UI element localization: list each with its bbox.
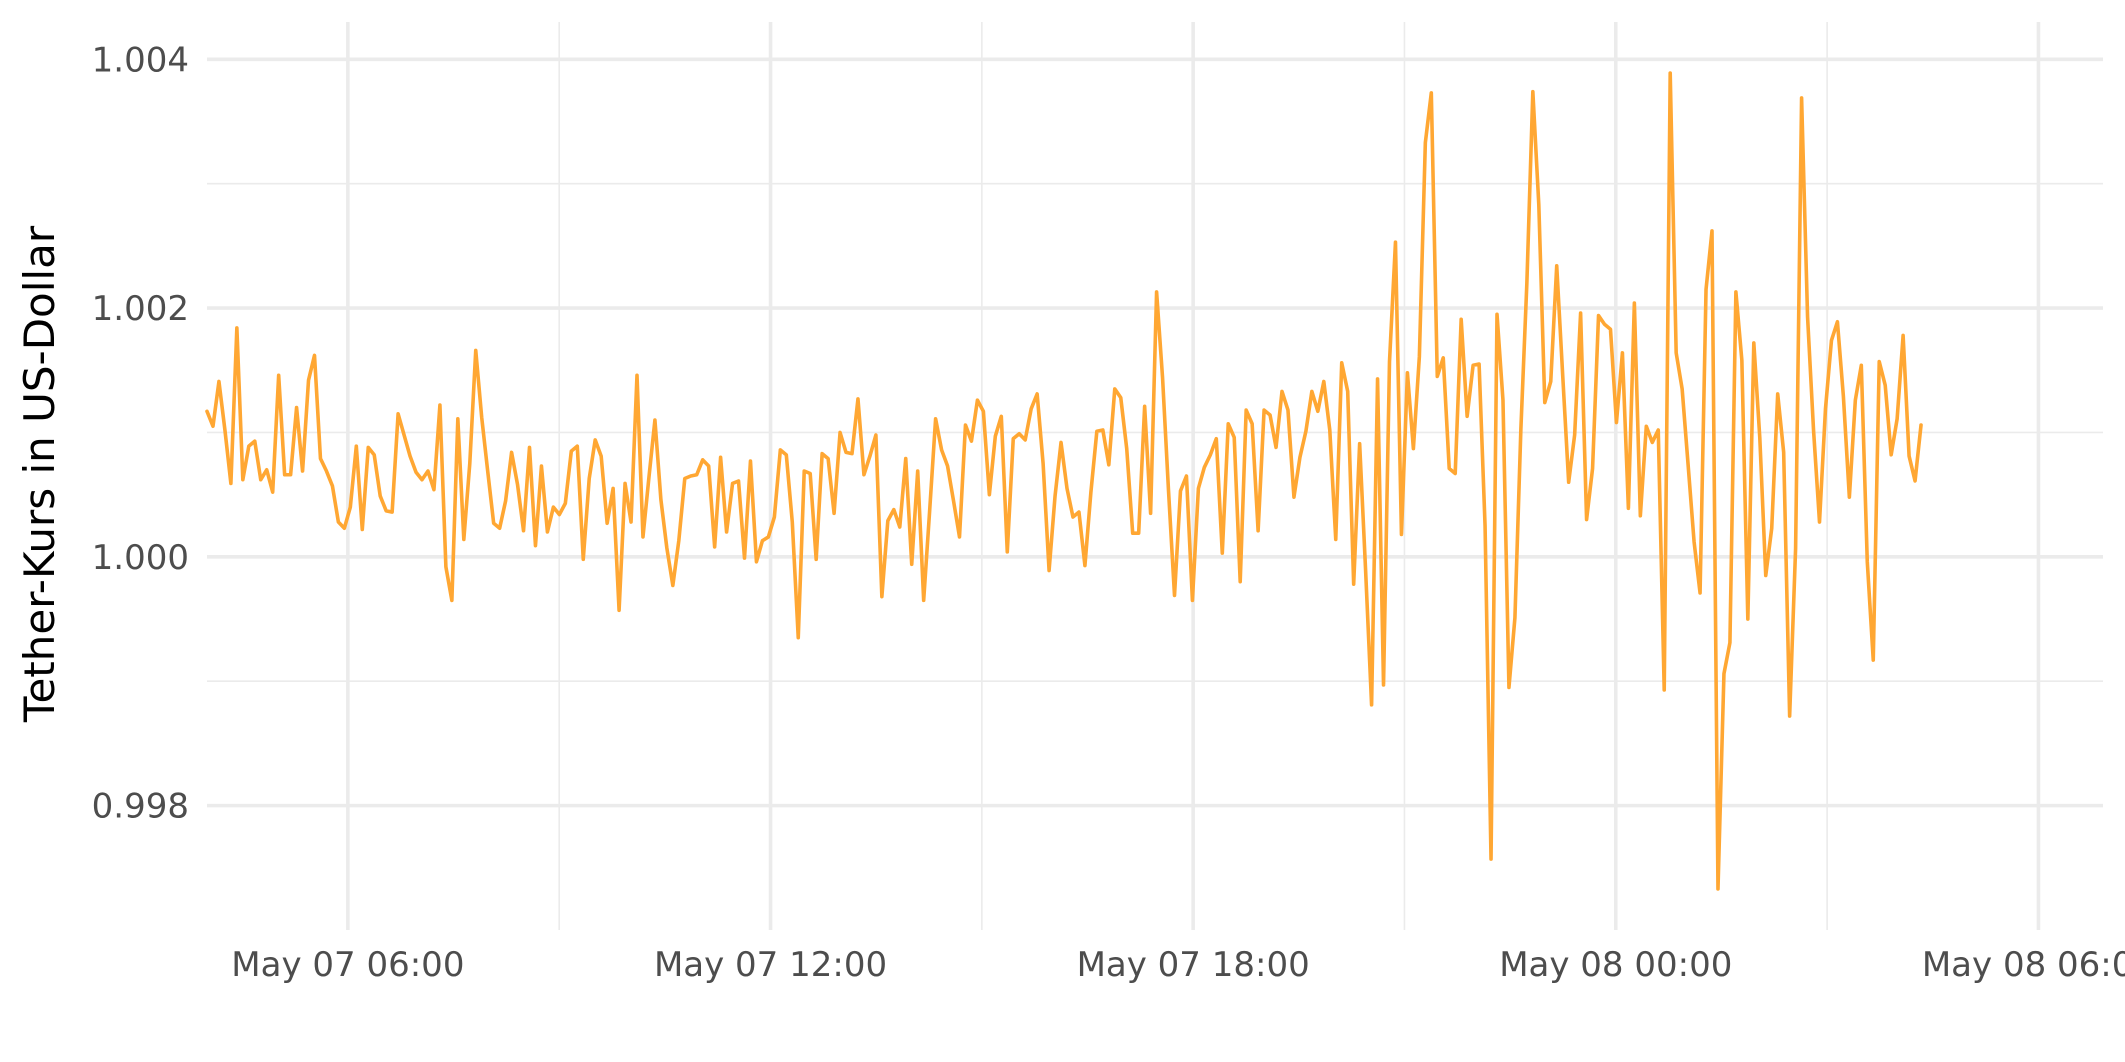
- x-tick-labels: May 07 06:00 May 07 12:00 May 07 18:00 May …: [231, 945, 2125, 985]
- x-tick-label: May 07 12:00: [654, 945, 887, 985]
- x-tick-label: May 07 06:00: [231, 945, 464, 985]
- y-tick-labels: 0.998 1.000 1.002 1.004: [92, 40, 189, 826]
- series-line-0: [205, 71, 1923, 891]
- y-axis-title: Tether-Kurs in US-Dollar: [15, 225, 64, 723]
- y-tick-label: 1.000: [92, 538, 189, 578]
- x-tick-label: May 08 00:00: [1499, 945, 1732, 985]
- x-tick-label: May 07 18:00: [1077, 945, 1310, 985]
- series-layer: [205, 71, 1923, 891]
- y-tick-label: 1.002: [92, 289, 189, 329]
- y-tick-label: 1.004: [92, 40, 189, 80]
- minor-gridlines: [207, 22, 2103, 930]
- major-gridlines: [207, 22, 2103, 930]
- x-tick-label: May 08 06:00: [1922, 945, 2125, 985]
- y-tick-label: 0.998: [92, 787, 189, 827]
